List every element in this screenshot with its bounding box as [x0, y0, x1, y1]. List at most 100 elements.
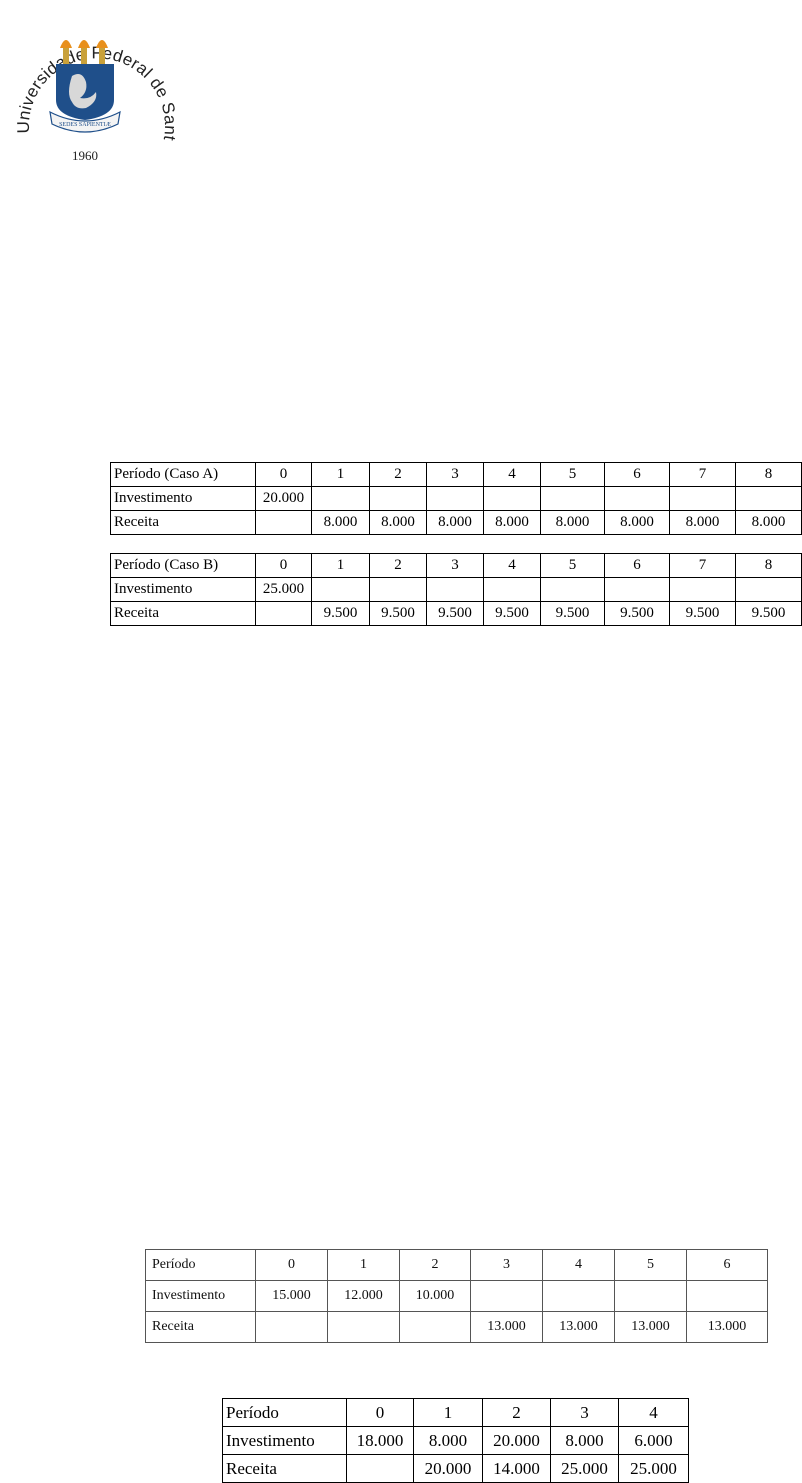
table-cell: Investimento [110, 486, 256, 511]
table-cell: 8.000 [735, 510, 802, 535]
table-cell: 13.000 [470, 1311, 543, 1343]
university-logo: Universidade Federal de Santa Maria SEDE… [14, 0, 180, 163]
table-cell: 0 [255, 1249, 328, 1281]
table-cell: 4 [483, 462, 541, 487]
table-row: Investimento 15.000 12.000 10.000 [145, 1280, 768, 1312]
table-cell: 5 [614, 1249, 687, 1281]
table-cell [311, 577, 370, 602]
table-cell: 6 [604, 462, 670, 487]
table-cell [399, 1311, 471, 1343]
table-cell: 1 [311, 462, 370, 487]
table-cell [255, 601, 312, 626]
table-cell: Investimento [222, 1426, 347, 1455]
table-header-row: Período 0 1 2 3 4 [222, 1398, 689, 1427]
table-cell: 9.500 [604, 601, 670, 626]
table-cell: 25.000 [255, 577, 312, 602]
table-cell [686, 1280, 768, 1312]
table-cell: 1 [311, 553, 370, 578]
table-row: Receita 13.000 13.000 13.000 13.000 [145, 1311, 768, 1343]
table-cell [604, 486, 670, 511]
table-cell [669, 486, 736, 511]
table-cell: Receita [145, 1311, 256, 1343]
table-row: Receita 20.000 14.000 25.000 25.000 [222, 1454, 689, 1483]
logo-year: 1960 [72, 148, 98, 163]
table-cell: 8.000 [483, 510, 541, 535]
table-cell: 8.000 [540, 510, 605, 535]
table-cell: 6.000 [618, 1426, 689, 1455]
table-row: Receita 9.500 9.500 9.500 9.500 9.500 9.… [110, 601, 802, 626]
table-cell: 9.500 [369, 601, 427, 626]
table-cell [542, 1280, 615, 1312]
table-cell [470, 1280, 543, 1312]
table-cell: Investimento [110, 577, 256, 602]
table-cell: 6 [686, 1249, 768, 1281]
table-cell: 13.000 [614, 1311, 687, 1343]
table-cell: 0 [346, 1398, 414, 1427]
table-cell: 13.000 [686, 1311, 768, 1343]
table-row: Investimento 25.000 [110, 577, 802, 602]
table-cell: 8 [735, 462, 802, 487]
table-cell: 8.000 [311, 510, 370, 535]
table-cell: 1 [413, 1398, 483, 1427]
table-cell [369, 577, 427, 602]
table-cell [483, 486, 541, 511]
table-cell: 8 [735, 553, 802, 578]
ribbon [49, 110, 121, 133]
table-cell: 20.000 [413, 1454, 483, 1483]
table-cell [255, 510, 312, 535]
table-cell [540, 486, 605, 511]
table-header-row: Período (Caso B) 0 1 2 3 4 5 6 7 8 [110, 553, 802, 578]
table-cell: 1 [327, 1249, 400, 1281]
table-cell: 5 [540, 553, 605, 578]
table-row: Investimento 20.000 [110, 486, 802, 511]
table-cell [426, 577, 484, 602]
table-cell: 4 [542, 1249, 615, 1281]
table-cell: 7 [669, 462, 736, 487]
table-cell: 8.000 [550, 1426, 619, 1455]
table-cell [735, 577, 802, 602]
table-cell: 6 [604, 553, 670, 578]
table-cell: Investimento [145, 1280, 256, 1312]
table-cell: 2 [399, 1249, 471, 1281]
table-cell: Receita [222, 1454, 347, 1483]
table-header-row: Período (Caso A) 0 1 2 3 4 5 6 7 8 [110, 462, 802, 487]
table-cell [311, 486, 370, 511]
table-cell: Receita [110, 510, 256, 535]
table-cell: 2 [369, 462, 427, 487]
table-row: Receita 8.000 8.000 8.000 8.000 8.000 8.… [110, 510, 802, 535]
table-cell: 5 [540, 462, 605, 487]
table-cell: Período [222, 1398, 347, 1427]
table-cell: 14.000 [482, 1454, 551, 1483]
table-cell: 2 [369, 553, 427, 578]
table-cell: 2 [482, 1398, 551, 1427]
table-cell [346, 1454, 414, 1483]
table-cell: 8.000 [604, 510, 670, 535]
table-cell: 3 [426, 462, 484, 487]
table-cell: 12.000 [327, 1280, 400, 1312]
table-header-row: Período 0 1 2 3 4 5 6 [145, 1249, 768, 1281]
table-cell: 15.000 [255, 1280, 328, 1312]
table-cell: Período (Caso B) [110, 553, 256, 578]
cash-flow-table-case-a: Período (Caso A) 0 1 2 3 4 5 6 7 8 Inves… [110, 462, 802, 535]
table-cell: 3 [550, 1398, 619, 1427]
table-cell: 9.500 [311, 601, 370, 626]
table-cell: 8.000 [426, 510, 484, 535]
table-cell: 20.000 [255, 486, 312, 511]
table-cell: 18.000 [346, 1426, 414, 1455]
table-cell: 7 [669, 553, 736, 578]
table-cell [369, 486, 427, 511]
table-cell [604, 577, 670, 602]
table-cell [483, 577, 541, 602]
table-cell: 9.500 [540, 601, 605, 626]
table-cell: 9.500 [735, 601, 802, 626]
table-cell: Receita [110, 601, 256, 626]
table-cell: 3 [426, 553, 484, 578]
table-cell [327, 1311, 400, 1343]
cash-flow-table-case-b: Período (Caso B) 0 1 2 3 4 5 6 7 8 Inves… [110, 553, 802, 626]
table-cell: 8.000 [669, 510, 736, 535]
table-cell: 13.000 [542, 1311, 615, 1343]
table-cell: 3 [470, 1249, 543, 1281]
table-cell: 10.000 [399, 1280, 471, 1312]
table-cell [426, 486, 484, 511]
cash-flow-table-3: Período 0 1 2 3 4 5 6 Investimento 15.00… [145, 1249, 768, 1343]
